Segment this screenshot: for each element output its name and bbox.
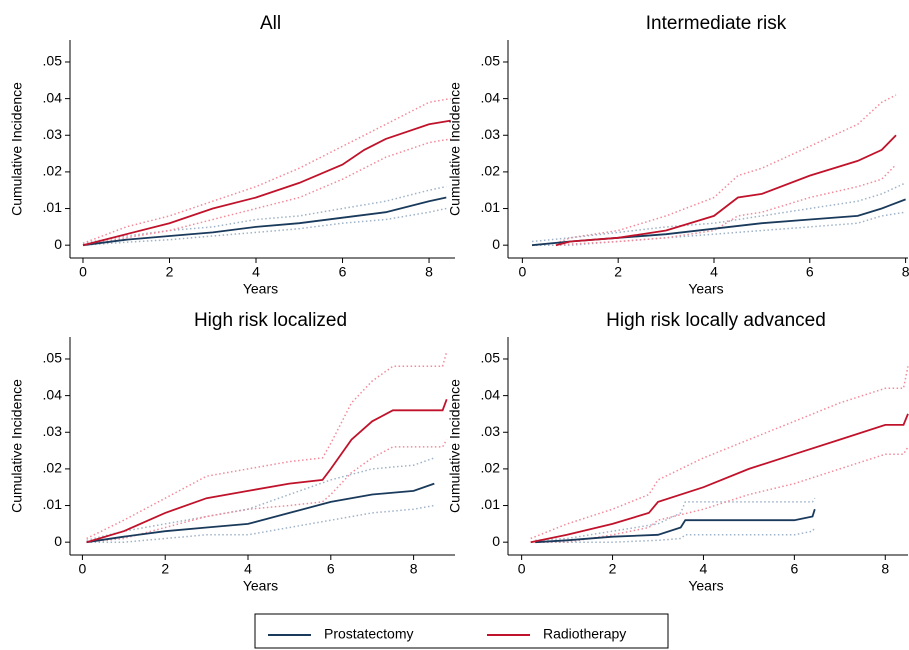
legend-box	[254, 613, 669, 649]
ci-upper-line	[535, 497, 816, 542]
y-tick-label: .01	[481, 199, 501, 215]
ci-upper-line	[86, 457, 435, 542]
ci-upper-line	[531, 182, 906, 243]
x-tick-label: 4	[710, 264, 718, 280]
x-tick-label: 6	[327, 561, 335, 577]
y-tick-label: .02	[481, 163, 501, 179]
y-tick-label: .05	[43, 350, 63, 366]
ci-lower-line	[86, 439, 448, 543]
series-line	[531, 198, 906, 247]
x-axis-label: Years	[243, 578, 278, 594]
ci-upper-line	[82, 97, 451, 245]
panel-title: Intermediate risk	[646, 13, 787, 34]
y-tick-label: .02	[481, 460, 501, 476]
panel-title: High risk localized	[194, 310, 347, 331]
series-line	[555, 134, 897, 247]
y-tick-label: .03	[481, 126, 501, 142]
y-tick-label: .02	[43, 163, 63, 179]
y-tick-label: .01	[481, 496, 501, 512]
y-axis-label: Cumulative Incidence	[447, 82, 463, 216]
y-axis-label: Cumulative Incidence	[9, 82, 25, 216]
x-tick-label: 2	[614, 264, 622, 280]
x-tick-label: 4	[700, 561, 708, 577]
x-tick-label: 2	[166, 264, 174, 280]
y-tick-label: 0	[492, 533, 500, 549]
panel-title: All	[260, 13, 281, 34]
series-line	[86, 482, 435, 544]
ci-upper-line	[82, 185, 447, 245]
x-tick-label: 6	[339, 264, 347, 280]
ci-lower-line	[530, 446, 909, 543]
x-tick-label: 8	[410, 561, 418, 577]
x-tick-label: 0	[518, 561, 526, 577]
ci-upper-line	[86, 351, 448, 540]
x-tick-label: 2	[161, 561, 169, 577]
y-tick-label: .04	[43, 386, 63, 402]
y-tick-label: .03	[43, 423, 63, 439]
panel-title: High risk locally advanced	[606, 310, 826, 331]
series-line	[82, 196, 447, 247]
series-line	[86, 398, 448, 544]
y-tick-label: .05	[481, 53, 501, 69]
ci-lower-line	[82, 207, 447, 246]
series-line	[530, 413, 909, 544]
y-tick-label: .05	[481, 350, 501, 366]
legend-label: Prostatectomy	[324, 626, 413, 642]
y-tick-label: .02	[43, 460, 63, 476]
ci-lower-line	[555, 164, 897, 246]
ci-lower-line	[535, 527, 816, 543]
x-tick-label: 0	[79, 264, 87, 280]
x-tick-label: 8	[881, 561, 889, 577]
series-line	[82, 119, 451, 247]
y-tick-label: .01	[43, 496, 63, 512]
x-tick-label: 4	[244, 561, 252, 577]
y-tick-label: .05	[43, 53, 63, 69]
x-tick-label: 4	[252, 264, 260, 280]
x-tick-label: 8	[425, 264, 433, 280]
x-tick-label: 6	[790, 561, 798, 577]
y-tick-label: .04	[481, 386, 501, 402]
y-tick-label: .04	[43, 89, 63, 105]
x-axis-label: Years	[243, 281, 278, 297]
y-tick-label: .01	[43, 199, 63, 215]
y-axis-label: Cumulative Incidence	[447, 379, 463, 513]
y-tick-label: 0	[54, 533, 62, 549]
y-axis-label: Cumulative Incidence	[9, 379, 25, 513]
legend-label: Radiotherapy	[543, 626, 626, 642]
ci-upper-line	[555, 94, 897, 245]
ci-lower-line	[86, 504, 435, 543]
series-line	[535, 508, 816, 544]
x-tick-label: 6	[806, 264, 814, 280]
y-tick-label: .03	[43, 126, 63, 142]
x-tick-label: 0	[79, 561, 87, 577]
y-tick-label: 0	[492, 236, 500, 252]
x-tick-label: 2	[609, 561, 617, 577]
y-tick-label: .03	[481, 423, 501, 439]
x-tick-label: 8	[902, 264, 909, 280]
ci-lower-line	[82, 138, 451, 246]
x-axis-label: Years	[688, 578, 723, 594]
x-axis-label: Years	[688, 281, 723, 297]
y-tick-label: 0	[54, 236, 62, 252]
x-tick-label: 0	[518, 264, 526, 280]
ci-upper-line	[530, 366, 909, 540]
y-tick-label: .04	[481, 89, 501, 105]
